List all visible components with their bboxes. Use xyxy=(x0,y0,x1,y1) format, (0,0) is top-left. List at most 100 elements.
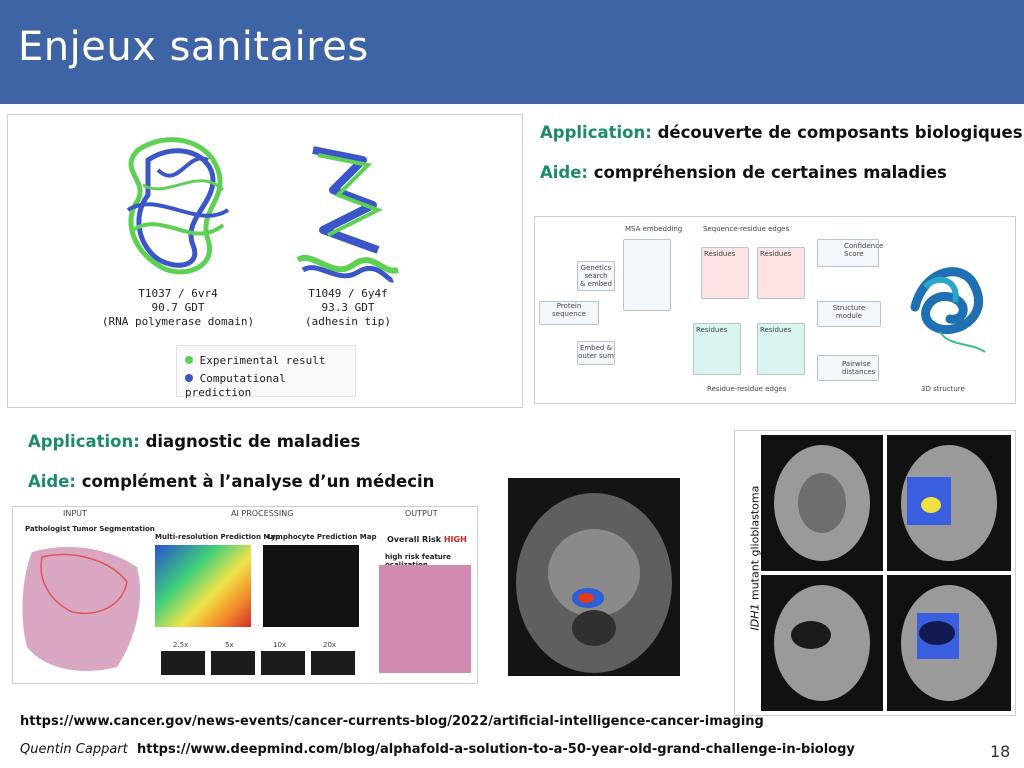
scale-label-2: 5x xyxy=(225,641,234,649)
glioblastoma-figure: IDH1 mutant glioblastoma xyxy=(734,430,1016,716)
scale-thumbnails: 2.5x 5x 10x 20x xyxy=(159,641,359,677)
thumb-1 xyxy=(161,651,205,675)
alphafold-diagram: MSA embedding Sequence-residue edges Gen… xyxy=(534,216,1016,404)
embed-outer-box: Embed & outer sum xyxy=(577,341,615,365)
protein-right xyxy=(296,146,399,283)
thumb-2 xyxy=(211,651,255,675)
legend-computational-dot-icon xyxy=(185,374,193,382)
residue-residue-edges-label: Residue-residue edges xyxy=(707,385,787,393)
left-caption-desc: (RNA polymerase domain) xyxy=(101,315,255,328)
thumb-3 xyxy=(261,651,305,675)
embed-line-1: Embed & xyxy=(579,344,613,352)
seq-edges-residues-1: Residues xyxy=(704,250,736,258)
lymph-label: Lymphocyte Prediction Map xyxy=(267,533,377,541)
multi-res-heatmap xyxy=(155,545,251,627)
protein-structures-image xyxy=(126,137,399,283)
protein-legend: Experimental result Computational predic… xyxy=(176,345,356,399)
slide-title: Enjeux sanitaires xyxy=(18,24,369,70)
mid-aide-text: complément à l’analyse d’un médecin xyxy=(81,472,435,491)
msa-embedding-label: MSA embedding xyxy=(625,225,683,233)
legend-experimental-label: Experimental result xyxy=(199,354,326,367)
scale-label-1: 2.5x xyxy=(173,641,189,649)
protein-sequence-label: Protein sequence xyxy=(552,302,586,318)
legend-experimental-dot-icon xyxy=(185,356,193,364)
cancer-gov-link[interactable]: https://www.cancer.gov/news-events/cance… xyxy=(20,714,764,729)
overall-risk-label: Overall Risk HIGH xyxy=(387,535,467,544)
histology-image xyxy=(379,565,471,673)
output-header: OUTPUT xyxy=(405,509,438,518)
protein-structure-figure: T1037 / 6vr4 90.7 GDT (RNA polymerase do… xyxy=(7,114,523,408)
pairwise-line-1: Pairwise xyxy=(842,360,871,368)
seq-edges-block-2: Residues xyxy=(757,247,805,299)
msa-block xyxy=(623,239,671,311)
right-caption-desc: (adhesin tip) xyxy=(304,315,392,328)
protein-sequence-box: Protein sequence xyxy=(539,301,599,325)
thumb-4 xyxy=(311,651,355,675)
confidence-line-1: Confidence xyxy=(844,242,884,250)
pairwise-box: Pairwise distances xyxy=(817,355,879,381)
seq-edges-residues-2: Residues xyxy=(760,250,792,258)
sequence-residue-edges-label: Sequence-residue edges xyxy=(703,225,790,233)
scale-label-4: 20x xyxy=(323,641,337,649)
confidence-line-2: Score xyxy=(844,250,864,258)
scale-label-3: 10x xyxy=(273,641,287,649)
structure-3d-label: 3D structure xyxy=(921,385,965,393)
overall-risk-text: Overall Risk xyxy=(387,535,442,544)
pathology-figure: INPUT AI PROCESSING OUTPUT Pathologist T… xyxy=(12,506,478,684)
ai-processing-header: AI PROCESSING xyxy=(231,509,294,518)
top-aide-line: Aide: compréhension de certaines maladie… xyxy=(540,163,947,182)
top-application-line: Application: découverte de composants bi… xyxy=(540,123,1023,142)
top-application-text: découverte de composants biologiques xyxy=(657,123,1023,142)
multi-res-label: Multi-resolution Prediction Map xyxy=(155,533,281,541)
res-edges-residues-2: Residues xyxy=(760,326,792,334)
pairwise-line-2: distances xyxy=(842,368,876,376)
prostate-mri-drawing xyxy=(516,493,672,673)
res-edges-residues-1: Residues xyxy=(696,326,728,334)
right-caption-id: T1049 / 6y4f xyxy=(308,287,388,300)
seq-edges-block-1: Residues xyxy=(701,247,749,299)
left-caption-id: T1037 / 6vr4 xyxy=(138,287,218,300)
genetics-line-1: Genetics xyxy=(580,264,612,272)
page-number: 18 xyxy=(990,742,1011,761)
genetics-box: Genetics search & embed xyxy=(577,261,615,291)
structure-module-box: Structure module xyxy=(817,301,881,327)
mid-aide-key: Aide: xyxy=(28,472,77,491)
embed-line-2: outer sum xyxy=(578,352,614,360)
top-aide-key: Aide: xyxy=(540,163,589,182)
tumor-seg-label: Pathologist Tumor Segmentation xyxy=(25,525,155,533)
author-name: Quentin Cappart xyxy=(20,742,128,757)
res-edges-block-2: Residues xyxy=(757,323,805,375)
confidence-box: Confidence Score xyxy=(817,239,884,267)
structure-module-line-1: Structure xyxy=(832,304,866,312)
mid-application-line: Application: diagnostic de maladies xyxy=(28,432,360,451)
lymphocyte-map xyxy=(263,545,359,627)
glioblastoma-label-italic: IDH1 xyxy=(748,603,762,631)
alphafold-3d-structure-image xyxy=(910,267,986,353)
structure-module-line-2: module xyxy=(835,312,863,320)
mid-application-text: diagnostic de maladies xyxy=(145,432,361,451)
top-aide-text: compréhension de certaines maladies xyxy=(593,163,947,182)
overall-risk-value: HIGH xyxy=(443,535,467,544)
genetics-line-2: search xyxy=(584,272,608,280)
tissue-slide-image xyxy=(22,547,141,671)
top-application-key: Application: xyxy=(540,123,652,142)
brain-mri-1 xyxy=(761,435,883,571)
genetics-line-3: & embed xyxy=(579,280,612,288)
left-protein-caption: T1037 / 6vr4 90.7 GDT (RNA polymerase do… xyxy=(98,287,258,329)
deepmind-link[interactable]: https://www.deepmind.com/blog/alphafold-… xyxy=(137,742,855,757)
glioblastoma-label-rest: mutant glioblastoma xyxy=(748,485,762,604)
brain-mri-3 xyxy=(761,575,883,711)
mid-aide-line: Aide: complément à l’analyse d’un médeci… xyxy=(28,472,434,491)
legend-computational-label: Computational prediction xyxy=(185,372,286,399)
title-bar xyxy=(0,0,1024,104)
glioblastoma-label: IDH1 mutant glioblastoma xyxy=(749,481,762,631)
brain-mri-4 xyxy=(887,575,1011,711)
mid-application-key: Application: xyxy=(28,432,140,451)
res-edges-block-1: Residues xyxy=(693,323,741,375)
brain-mri-2 xyxy=(887,435,1011,571)
input-header: INPUT xyxy=(63,509,87,518)
prostate-mri-image xyxy=(508,478,680,676)
left-caption-score: 90.7 GDT xyxy=(151,301,205,314)
protein-left xyxy=(126,137,230,275)
right-caption-score: 93.3 GDT xyxy=(321,301,375,314)
